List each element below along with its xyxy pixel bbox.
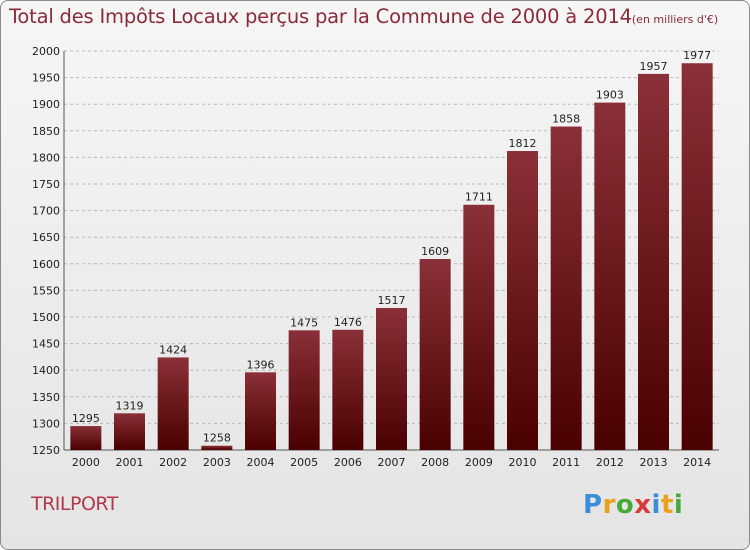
value-label: 1812 [509,137,537,150]
x-tick-label: 2002 [159,456,187,469]
x-tick-label: 2007 [378,456,406,469]
bar-2003 [201,445,233,450]
value-labels: 1295 1319 1424 1258 1396 1475 1476 1517 1609 1711… [72,49,711,445]
y-tick-label: 1800 [32,151,60,164]
x-tick-label: 2000 [72,456,100,469]
value-label: 1295 [72,412,100,425]
y-tick-label: 1900 [32,98,60,111]
y-tick-label: 1500 [32,311,60,324]
logo-letter: r [602,490,616,520]
bar-2000 [70,426,102,450]
logo-letter: i [673,490,684,520]
bar-2002 [157,357,189,450]
x-axis: 2000 2001 2002 2003 2004 2005 2006 2007 2008 2009… [72,456,711,469]
logo-letter: x [634,490,652,520]
bar-2010 [507,151,538,451]
x-tick-label: 2011 [552,456,580,469]
value-label: 1475 [290,316,318,329]
bar-2006 [332,329,364,450]
bars [70,63,713,451]
y-tick-label: 1750 [32,178,60,191]
y-tick-label: 2000 [32,45,60,58]
x-tick-label: 2012 [596,456,624,469]
x-tick-label: 2013 [640,456,668,469]
chart-title: Total des Impôts Locaux perçus par la Co… [9,5,718,28]
value-label: 1517 [378,294,406,307]
value-label: 1319 [116,399,144,412]
value-label: 1903 [596,89,624,102]
bar-2004 [245,372,276,450]
y-tick-label: 1250 [32,444,60,457]
value-label: 1711 [465,191,493,204]
x-tick-label: 2014 [683,456,711,469]
bar-2012 [594,102,626,450]
y-tick-label: 1850 [32,125,60,138]
value-label: 1609 [421,245,449,258]
value-label: 1258 [203,432,231,445]
y-tick-label: 1650 [32,231,60,244]
proxiti-logo: Proxiti [583,490,683,520]
commune-name: TRILPORT [31,493,118,515]
x-tick-label: 2009 [465,456,493,469]
bar-2011 [550,126,582,450]
x-tick-label: 2004 [247,456,275,469]
x-tick-label: 2010 [509,456,537,469]
x-tick-label: 2001 [116,456,144,469]
logo-letter: P [583,490,603,520]
bar-2005 [288,330,320,450]
value-label: 1957 [640,60,668,73]
y-tick-label: 1450 [32,338,60,351]
x-tick-label: 2005 [290,456,318,469]
y-tick-label: 1700 [32,205,60,218]
bar-2009 [463,204,495,450]
y-tick-label: 1300 [32,417,60,430]
logo-letter: i [651,490,661,520]
y-tick-label: 1350 [32,391,60,404]
y-tick-label: 1550 [32,284,60,297]
x-tick-label: 2003 [203,456,231,469]
title-unit: (en milliers d'€) [631,13,719,26]
bar-2013 [638,73,669,450]
y-axis: 1250 1300 1350 1400 1450 1500 1550 1600 1650 1700… [32,45,719,457]
logo-letter: o [615,490,635,520]
x-tick-label: 2006 [334,456,362,469]
bar-2007 [376,307,407,450]
value-label: 1977 [683,49,711,62]
logo-letter: t [660,490,674,520]
value-label: 1858 [552,113,580,126]
bar-2001 [114,413,145,450]
bar-2008 [419,259,451,450]
y-tick-label: 1400 [32,364,60,377]
value-label: 1396 [247,358,275,371]
title-text: Total des Impôts Locaux perçus par la Co… [9,5,632,28]
y-tick-label: 1600 [32,258,60,271]
x-tick-label: 2008 [421,456,449,469]
value-label: 1476 [334,316,362,329]
value-label: 1424 [159,343,187,356]
bar-2014 [681,63,713,451]
y-tick-label: 1950 [32,72,60,85]
